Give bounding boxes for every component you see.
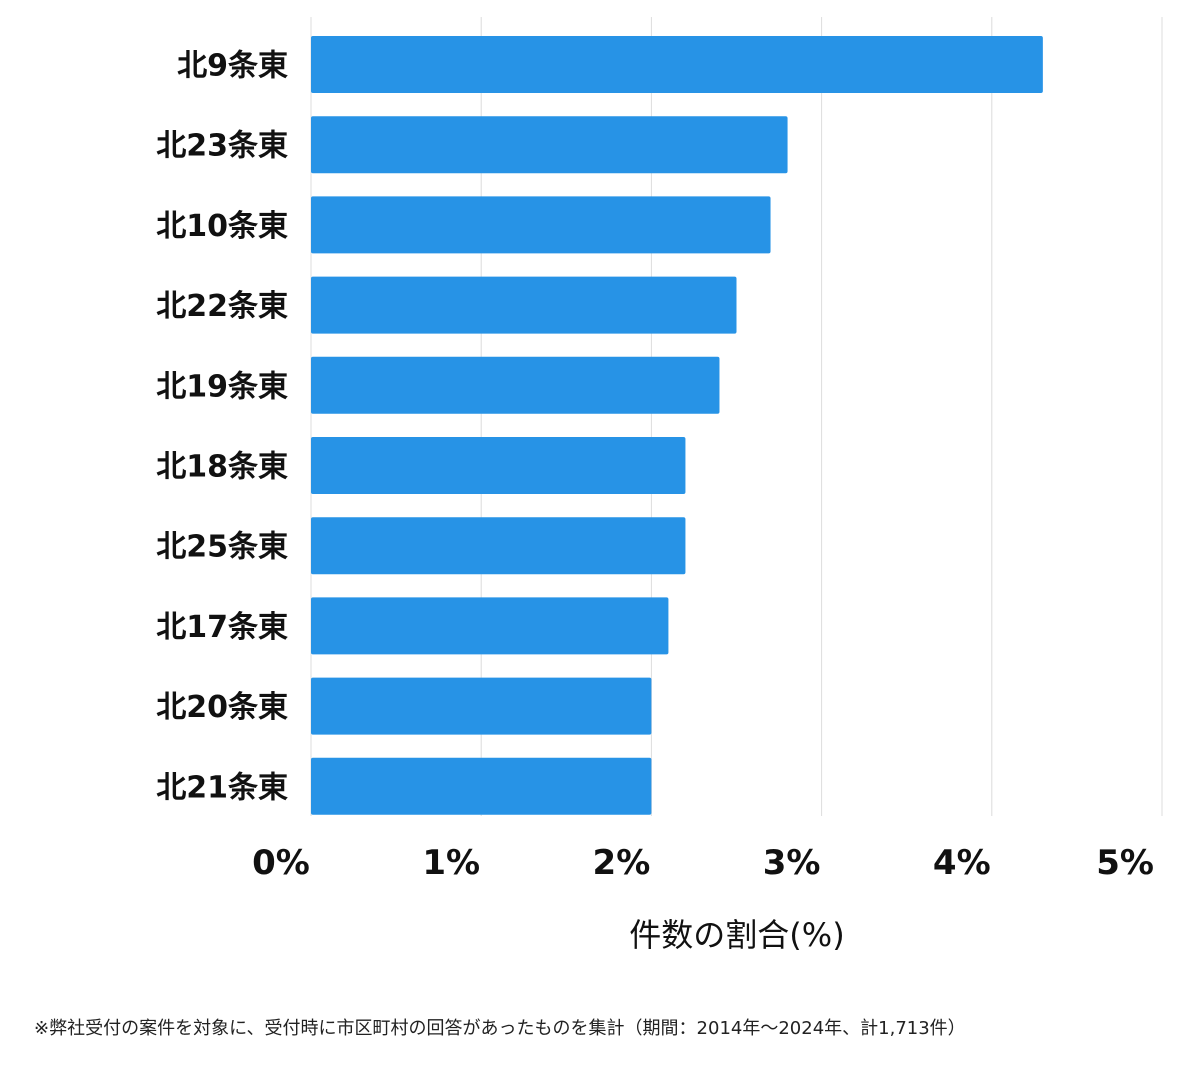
x-axis-title: 件数の割合(%) bbox=[629, 916, 844, 954]
category-label: 北17条東 bbox=[156, 610, 288, 645]
x-tick-label: 0% bbox=[252, 843, 310, 883]
bar bbox=[311, 196, 771, 254]
bar bbox=[311, 757, 652, 815]
category-label: 北25条東 bbox=[156, 530, 288, 565]
x-tick-label: 1% bbox=[422, 843, 480, 883]
x-tick-label: 5% bbox=[1096, 843, 1154, 883]
bar-chart: 北9条東北23条東北10条東北22条東北19条東北18条東北25条東北17条東北… bbox=[156, 17, 1163, 954]
x-tick-label: 2% bbox=[593, 843, 651, 883]
category-label: 北22条東 bbox=[156, 289, 288, 324]
category-label: 北9条東 bbox=[177, 49, 288, 84]
bar bbox=[311, 276, 737, 334]
bar bbox=[311, 36, 1043, 93]
category-label: 北23条東 bbox=[156, 129, 288, 164]
bar bbox=[311, 517, 686, 575]
bar bbox=[311, 597, 669, 655]
x-tick-label: 4% bbox=[933, 843, 991, 883]
x-tick-label: 3% bbox=[763, 843, 821, 883]
category-label: 北20条東 bbox=[156, 690, 288, 725]
bar bbox=[311, 356, 720, 414]
category-label: 北18条東 bbox=[156, 450, 288, 485]
bars bbox=[311, 36, 1043, 815]
bar bbox=[311, 116, 788, 174]
bar bbox=[311, 677, 652, 735]
bar bbox=[311, 437, 686, 494]
category-label: 北21条東 bbox=[156, 770, 288, 805]
category-label: 北19条東 bbox=[156, 369, 288, 404]
category-label: 北10条東 bbox=[156, 209, 288, 244]
footnote: ※弊社受付の案件を対象に、受付時に市区町村の回答があったものを集計（期間：201… bbox=[34, 1018, 966, 1039]
category-labels: 北9条東北23条東北10条東北22条東北19条東北18条東北25条東北17条東北… bbox=[156, 49, 288, 806]
x-tick-labels: 0% 1% 2% 3% 4% 5% bbox=[252, 843, 1154, 883]
